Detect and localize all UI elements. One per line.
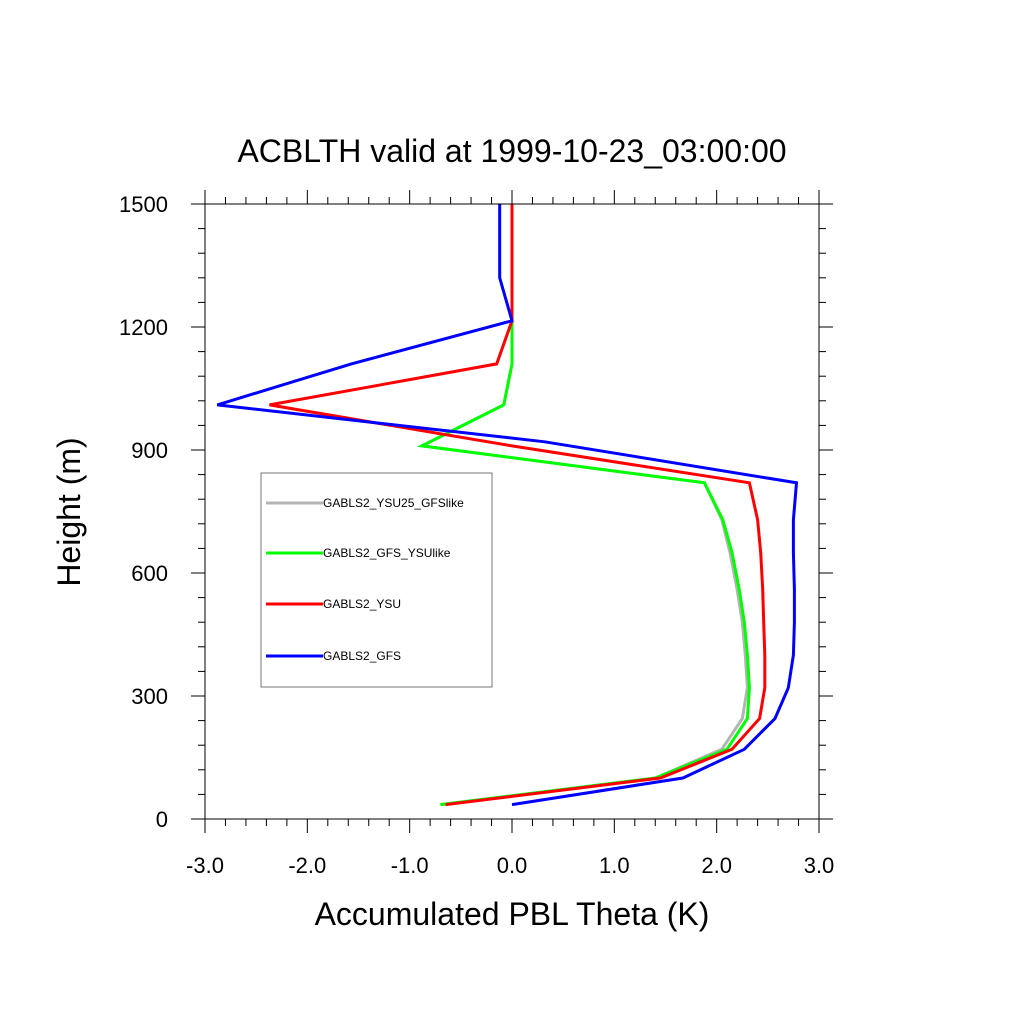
series-line-gabls2_gfs bbox=[216, 204, 799, 807]
legend-label: GABLS2_YSU25_GFSlike bbox=[323, 496, 464, 510]
legend-label: GABLS2_GFS_YSUlike bbox=[323, 546, 451, 560]
x-axis-title: Accumulated PBL Theta (K) bbox=[315, 896, 710, 932]
legend-label: GABLS2_YSU bbox=[323, 597, 401, 611]
y-tick-label: 600 bbox=[131, 561, 168, 586]
chart-title: ACBLTH valid at 1999-10-23_03:00:00 bbox=[237, 133, 786, 169]
y-tick-label: 300 bbox=[131, 684, 168, 709]
series-line-gabls2_gfs_ysulike bbox=[416, 204, 751, 807]
x-tick-label: 2.0 bbox=[701, 853, 732, 878]
legend-box bbox=[260, 472, 493, 688]
x-tick-label: 1.0 bbox=[599, 853, 630, 878]
y-tick-label: 1500 bbox=[119, 192, 168, 217]
y-axis-title: Height (m) bbox=[51, 437, 87, 586]
x-tick-label: -3.0 bbox=[186, 853, 224, 878]
x-tick-label: -1.0 bbox=[391, 853, 429, 878]
series-line-gabls2_ysu bbox=[269, 204, 767, 807]
legend-label: GABLS2_GFS bbox=[323, 649, 401, 663]
y-tick-label: 1200 bbox=[119, 315, 168, 340]
plot-layer: -3.0 -2.0 -1.0 0.0 1.0 2.0 3.0 0 300 600 900 1200 15… bbox=[119, 190, 834, 878]
y-tick-label: 900 bbox=[131, 438, 168, 463]
x-tick-label: 0.0 bbox=[497, 853, 528, 878]
y-tick-label: 0 bbox=[156, 807, 168, 832]
x-tick-label: -2.0 bbox=[288, 853, 326, 878]
x-tick-label: 3.0 bbox=[804, 853, 835, 878]
